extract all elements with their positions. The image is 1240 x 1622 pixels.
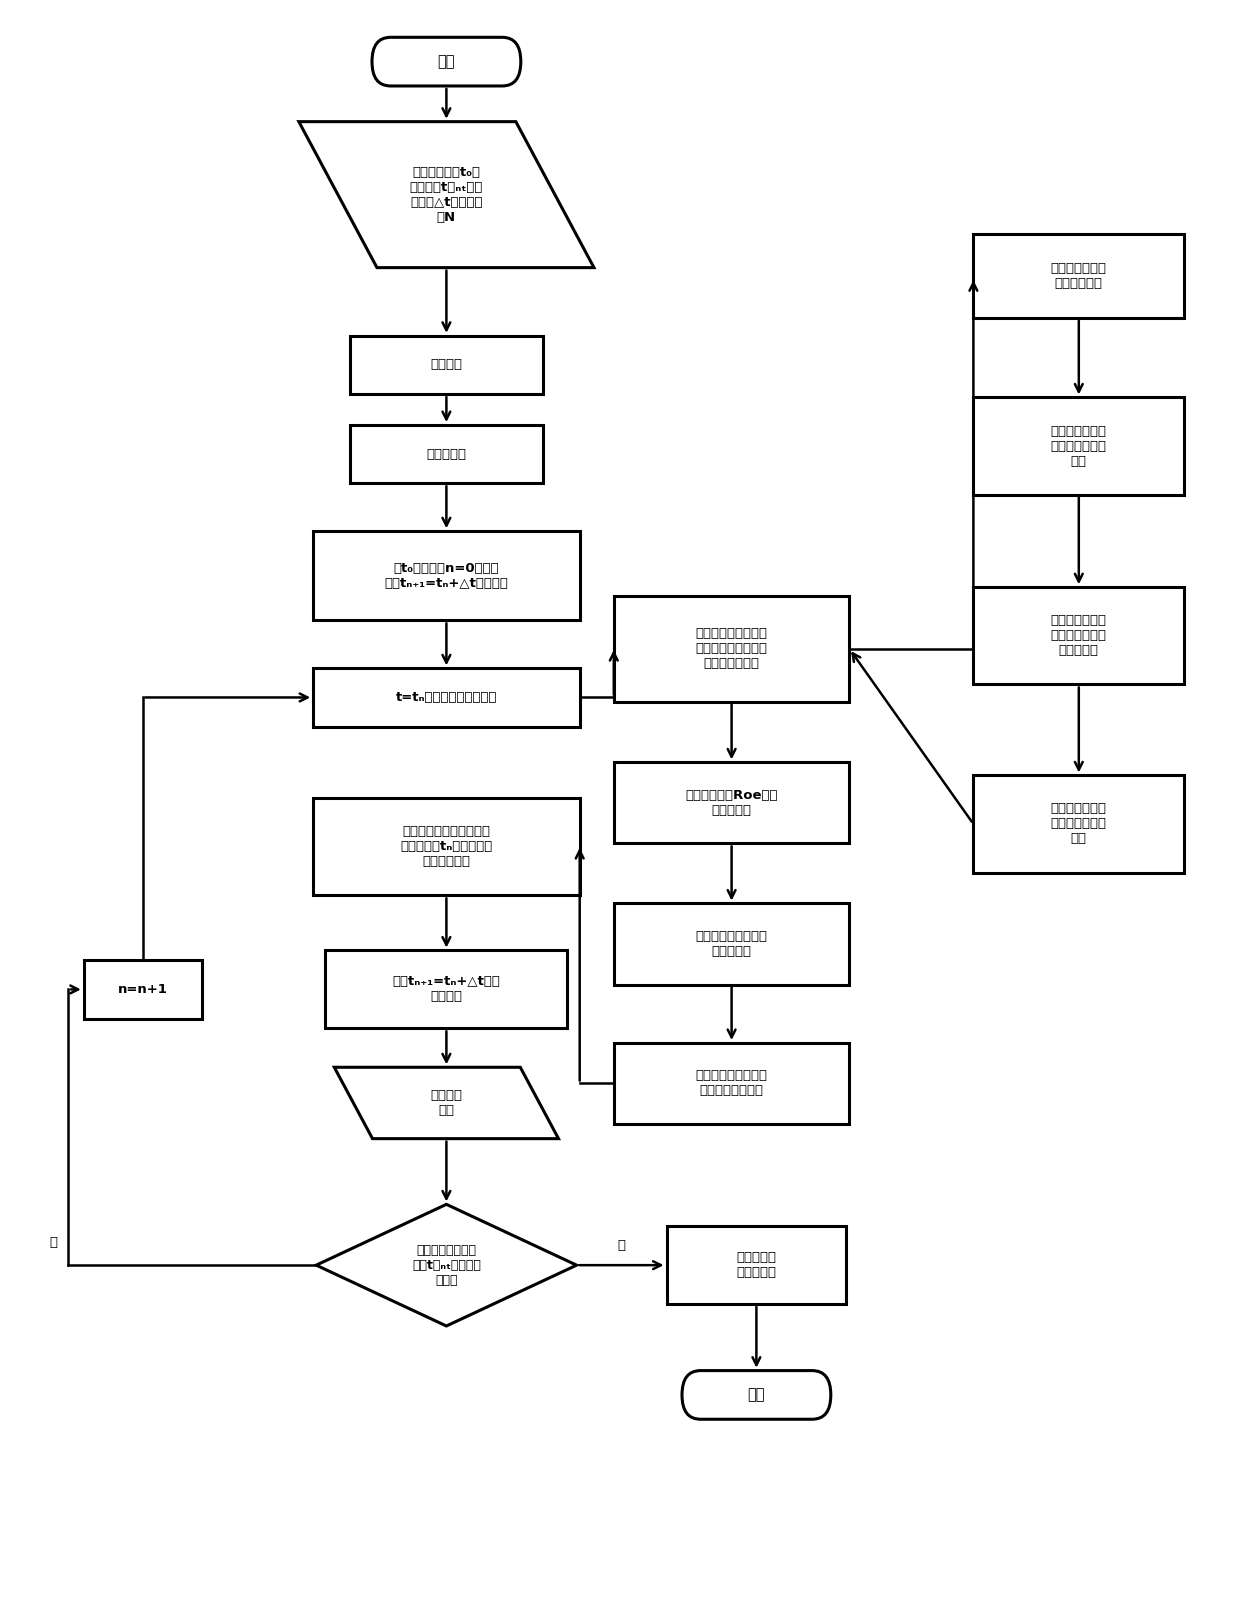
FancyBboxPatch shape	[312, 530, 580, 620]
Polygon shape	[299, 122, 594, 268]
Text: 输入起始时刻t₀，
终止时刻t₞ₙₜ，时
间步长△t，计算步
数N: 输入起始时刻t₀， 终止时刻t₞ₙₜ，时 间步长△t，计算步 数N	[409, 165, 484, 224]
FancyBboxPatch shape	[614, 903, 849, 985]
FancyBboxPatch shape	[682, 1371, 831, 1419]
Text: 否: 否	[50, 1236, 57, 1249]
Text: 是: 是	[618, 1239, 625, 1252]
Text: t=tₙ时刻，处理边界条件: t=tₙ时刻，处理边界条件	[396, 691, 497, 704]
FancyBboxPatch shape	[350, 425, 543, 483]
Text: 流场初始化: 流场初始化	[427, 448, 466, 461]
FancyBboxPatch shape	[372, 37, 521, 86]
Text: 使用六阶中心格式求
解粘性通量: 使用六阶中心格式求 解粘性通量	[696, 929, 768, 959]
FancyBboxPatch shape	[614, 1043, 849, 1124]
Text: 重构网格边界界
面的流场变量使
方程组封闭: 重构网格边界界 面的流场变量使 方程组封闭	[1050, 615, 1107, 657]
FancyBboxPatch shape	[312, 798, 580, 895]
Text: 计算各网格单元界面通量
的导数作为tₙ时刻流场变
量的时间导数: 计算各网格单元界面通量 的导数作为tₙ时刻流场变 量的时间导数	[401, 826, 492, 868]
FancyBboxPatch shape	[973, 234, 1184, 318]
Text: 后处理，输
出计算结果: 后处理，输 出计算结果	[737, 1251, 776, 1280]
FancyBboxPatch shape	[614, 762, 849, 843]
Text: n=n+1: n=n+1	[118, 983, 167, 996]
Text: 从t₀时刻，即n=0开始，
计算tₙ₊₁=tₙ+△t时刻流场: 从t₀时刻，即n=0开始， 计算tₙ₊₁=tₙ+△t时刻流场	[384, 561, 508, 590]
FancyBboxPatch shape	[325, 950, 567, 1028]
FancyBboxPatch shape	[667, 1226, 846, 1304]
Text: 使用紧致型高分辨率
混合格式重构网格单
元界面流场变量: 使用紧致型高分辨率 混合格式重构网格单 元界面流场变量	[696, 628, 768, 670]
Text: 使用追赶法求解
单元界面流场变
量值: 使用追赶法求解 单元界面流场变 量值	[1050, 803, 1107, 845]
Text: 判断是否到达终止
时间t₞ₙₜ或大于计
算步数: 判断是否到达终止 时间t₞ₙₜ或大于计 算步数	[412, 1244, 481, 1286]
FancyBboxPatch shape	[84, 960, 201, 1019]
Text: 计算各网格界面
的系数矩阵和右
端项: 计算各网格界面 的系数矩阵和右 端项	[1050, 425, 1107, 467]
Text: 使用通量格式Roe，求
解对流通量: 使用通量格式Roe，求 解对流通量	[686, 788, 777, 817]
Text: 开始: 开始	[438, 54, 455, 70]
Polygon shape	[316, 1204, 577, 1327]
FancyBboxPatch shape	[312, 668, 580, 727]
FancyBboxPatch shape	[350, 336, 543, 394]
Text: 结束: 结束	[748, 1387, 765, 1403]
Text: 利用混合函数求
出混合权系数: 利用混合函数求 出混合权系数	[1050, 261, 1107, 290]
FancyBboxPatch shape	[973, 397, 1184, 495]
Text: 网格划分: 网格划分	[430, 358, 463, 371]
FancyBboxPatch shape	[973, 587, 1184, 684]
Text: 计算tₙ₊₁=tₙ+△t时刻
流场变量: 计算tₙ₊₁=tₙ+△t时刻 流场变量	[393, 975, 500, 1004]
FancyBboxPatch shape	[973, 775, 1184, 873]
FancyBboxPatch shape	[614, 595, 849, 701]
Text: 输出流场
信息: 输出流场 信息	[430, 1088, 463, 1118]
Text: 将对流通量导数和粘
性通量求导并求和: 将对流通量导数和粘 性通量求导并求和	[696, 1069, 768, 1098]
Polygon shape	[335, 1067, 558, 1139]
